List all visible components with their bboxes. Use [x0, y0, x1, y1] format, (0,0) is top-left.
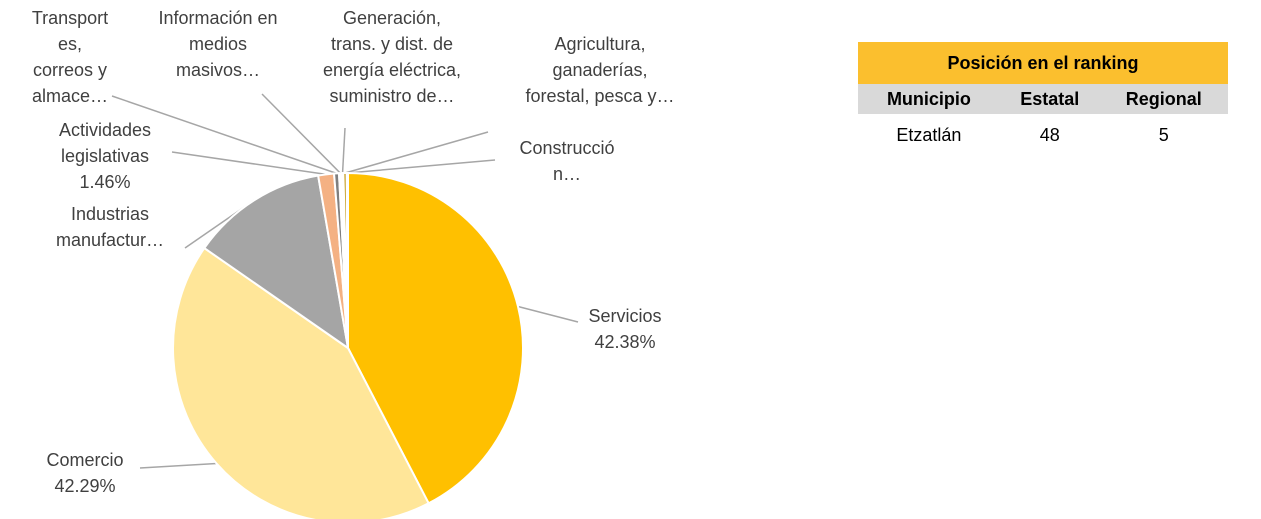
label-line: Transport: [32, 8, 108, 28]
leader-line: [347, 159, 496, 174]
chart: Servicios 42.38% Comercio 42.29% Industrias m…: [32, 8, 675, 519]
label-line: energía eléctrica,: [323, 60, 461, 80]
leader-line: [171, 151, 327, 176]
leader-line: [344, 131, 489, 174]
table-cell: 5: [1158, 124, 1169, 145]
label-line: Servicios: [588, 306, 661, 326]
slice-label: Construcció n…: [519, 138, 614, 184]
label-line: trans. y dist. de: [331, 34, 453, 54]
label-line: suministro de…: [329, 86, 454, 106]
label-line: Construcció: [519, 138, 614, 158]
column-header: Municipio: [858, 84, 1000, 114]
label-line: masivos…: [176, 60, 260, 80]
label-line: ganaderías,: [552, 60, 647, 80]
slice-label: Transport es, correos y almace…: [32, 8, 108, 106]
table-cell: Etzatlán: [896, 124, 962, 145]
label-line: n…: [553, 164, 581, 184]
ranking-table: Posición en el ranking Municipio Estatal…: [858, 42, 1228, 156]
label-line: correos y: [33, 60, 107, 80]
value-label: 1.46%: [79, 172, 130, 192]
label-line: Información en: [158, 8, 277, 28]
slice-label: Información en medios masivos…: [158, 8, 277, 80]
slice-label: Comercio: [46, 450, 123, 470]
leader-line: [139, 462, 217, 469]
label-line: Generación,: [343, 8, 441, 28]
label-line: Agricultura,: [554, 34, 645, 54]
slice-label: Generación, trans. y dist. de energía eléc…: [323, 8, 461, 106]
leader-line: [341, 127, 346, 174]
label-line: manufactur…: [56, 230, 164, 250]
value-label: 42.29%: [54, 476, 115, 496]
label-line: forestal, pesca y…: [525, 86, 674, 106]
column-header: Regional: [1099, 84, 1228, 114]
leader-line: [517, 305, 579, 323]
label-line: almace…: [32, 86, 108, 106]
slice-label: Agricultura, ganaderías, forestal, pesca y…: [525, 34, 674, 106]
column-header: Estatal: [999, 84, 1100, 114]
pie-slice: [172, 246, 430, 519]
slice-label: Actividades legislativas: [59, 120, 151, 166]
pie-slice: [347, 171, 524, 505]
label-line: Comercio: [46, 450, 123, 470]
label-line: medios: [189, 34, 247, 54]
slice-label: Industrias manufactur…: [56, 204, 164, 250]
pie-slice: [345, 171, 349, 349]
slice-label: Servicios: [588, 306, 661, 326]
table-cell: 48: [1039, 124, 1060, 145]
label-line: legislativas: [61, 146, 149, 166]
label-line: Actividades: [59, 120, 151, 140]
label-line: Industrias: [71, 204, 149, 224]
pie-slice: [202, 174, 350, 351]
value-label: 42.38%: [594, 332, 655, 352]
label-line: es,: [58, 34, 82, 54]
leader-line: [111, 95, 337, 175]
table-title: Posición en el ranking: [858, 42, 1228, 84]
leader-line: [261, 93, 341, 174]
